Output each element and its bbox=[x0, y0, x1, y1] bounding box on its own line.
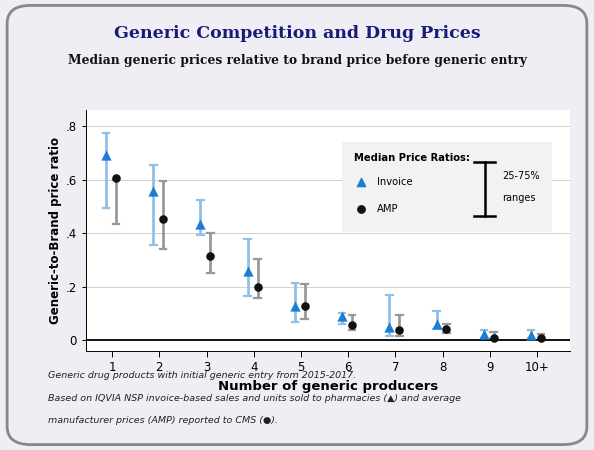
Point bbox=[206, 252, 215, 260]
Text: Generic drug products with initial generic entry from 2015-2017.: Generic drug products with initial gener… bbox=[48, 371, 356, 380]
Point bbox=[536, 334, 546, 341]
Text: Invoice: Invoice bbox=[377, 177, 413, 187]
Point bbox=[479, 331, 488, 338]
Text: AMP: AMP bbox=[377, 204, 399, 214]
Point bbox=[290, 302, 299, 309]
Point bbox=[489, 334, 498, 341]
Text: Median generic prices relative to brand price before generic entry: Median generic prices relative to brand … bbox=[68, 54, 526, 67]
Point bbox=[111, 175, 121, 182]
Point bbox=[442, 325, 451, 333]
Text: Based on IQVIA NSP invoice-based sales and units sold to pharmacies (▲) and aver: Based on IQVIA NSP invoice-based sales a… bbox=[48, 394, 460, 403]
Point bbox=[195, 220, 205, 228]
Point bbox=[101, 151, 110, 158]
Point bbox=[356, 179, 365, 186]
Point bbox=[337, 313, 347, 320]
Text: manufacturer prices (AMP) reported to CMS (●).: manufacturer prices (AMP) reported to CM… bbox=[48, 416, 277, 425]
Point bbox=[432, 320, 441, 327]
Point bbox=[356, 206, 365, 213]
Text: 25-75%: 25-75% bbox=[502, 171, 539, 181]
Point bbox=[384, 324, 394, 331]
FancyBboxPatch shape bbox=[337, 140, 557, 234]
Point bbox=[148, 188, 158, 195]
Point bbox=[243, 267, 252, 274]
Point bbox=[159, 215, 168, 222]
Text: Generic Competition and Drug Prices: Generic Competition and Drug Prices bbox=[113, 25, 481, 42]
Text: ranges: ranges bbox=[502, 193, 535, 202]
Point bbox=[526, 332, 536, 339]
Point bbox=[253, 283, 263, 290]
Text: Median Price Ratios:: Median Price Ratios: bbox=[354, 153, 470, 163]
Point bbox=[300, 302, 309, 309]
Point bbox=[347, 321, 357, 328]
X-axis label: Number of generic producers: Number of generic producers bbox=[218, 380, 438, 393]
Y-axis label: Generic-to-Brand price ratio: Generic-to-Brand price ratio bbox=[49, 137, 62, 324]
Point bbox=[394, 326, 404, 333]
